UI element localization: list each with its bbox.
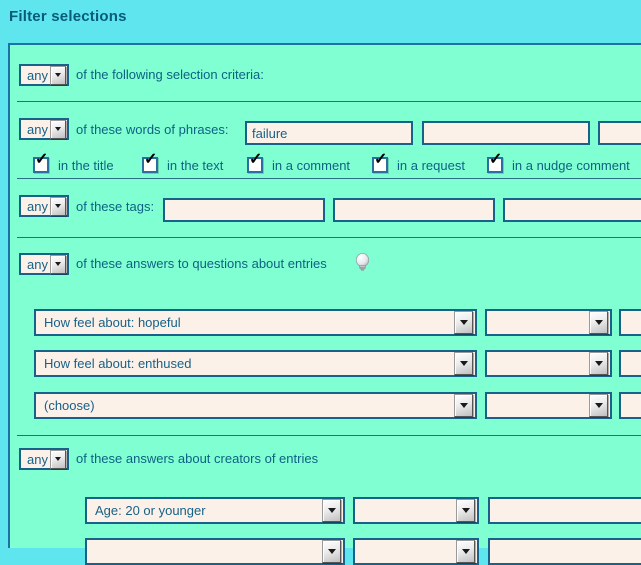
- creator-question-select[interactable]: Age: 20 or younger: [85, 497, 345, 524]
- checkbox-box: ✓: [372, 152, 388, 173]
- select-value: any: [27, 121, 48, 137]
- divider: [17, 101, 641, 102]
- select-value: any: [27, 67, 48, 83]
- criteria-row: any of the following selection criteria:: [10, 64, 641, 86]
- question-extra-select[interactable]: [619, 309, 641, 336]
- creator-question-select[interactable]: [85, 538, 345, 565]
- dropdown-arrow-icon: [454, 311, 473, 334]
- creator-value-input[interactable]: [488, 497, 641, 524]
- question-select[interactable]: How feel about: hopeful: [34, 309, 477, 336]
- words-label: of these words of phrases:: [76, 122, 229, 137]
- criteria-label: of the following selection criteria:: [76, 67, 264, 82]
- checkbox-label: in a request: [397, 157, 465, 173]
- question-extra-select[interactable]: [619, 350, 641, 377]
- checkmark-icon: ✓: [489, 151, 503, 168]
- dropdown-arrow-icon: [589, 352, 608, 375]
- question-extra-select[interactable]: [619, 392, 641, 419]
- checkbox-in-the-text[interactable]: ✓ in the text: [142, 152, 224, 173]
- word-input-3[interactable]: [598, 121, 641, 145]
- question-select[interactable]: How feel about: enthused: [34, 350, 477, 377]
- creator-answer-select[interactable]: [353, 497, 479, 524]
- checkmark-icon: ✓: [35, 151, 49, 168]
- checkbox-label: in a nudge comment: [512, 157, 630, 173]
- creator-answer-select[interactable]: [353, 538, 479, 565]
- divider: [17, 435, 641, 436]
- dropdown-arrow-icon: [322, 499, 341, 522]
- word-input-1[interactable]: [245, 121, 413, 145]
- tags-row: any of these tags:: [10, 194, 641, 222]
- creator-row: [10, 538, 641, 565]
- words-quantifier-select[interactable]: any: [19, 118, 69, 140]
- checkbox-box: ✓: [247, 152, 263, 173]
- entry-answers-label: of these answers to questions about entr…: [76, 256, 327, 271]
- checkbox-in-a-comment[interactable]: ✓ in a comment: [247, 152, 351, 173]
- question-answer-select[interactable]: [485, 309, 612, 336]
- dropdown-arrow-icon: [456, 499, 475, 522]
- dropdown-arrow-icon: [454, 394, 473, 417]
- criteria-quantifier-select[interactable]: any: [19, 64, 69, 86]
- creator-answers-quantifier-select[interactable]: any: [19, 448, 69, 470]
- checkbox-label: in a comment: [272, 157, 351, 173]
- word-input-2[interactable]: [422, 121, 590, 145]
- dropdown-arrow-icon: [589, 311, 608, 334]
- divider: [17, 237, 641, 238]
- dropdown-arrow-icon: [454, 352, 473, 375]
- creator-row: Age: 20 or younger: [10, 497, 641, 524]
- select-value: any: [27, 256, 48, 272]
- tags-label: of these tags:: [76, 199, 155, 214]
- tag-input-1[interactable]: [163, 198, 325, 222]
- dropdown-arrow-icon: [50, 65, 66, 85]
- filter-panel: any of the following selection criteria:…: [8, 43, 641, 565]
- question-row: (choose): [10, 392, 641, 419]
- dropdown-arrow-icon: [50, 196, 66, 216]
- checkbox-in-a-nudge-comment[interactable]: ✓ in a nudge comment: [487, 152, 630, 173]
- creator-answers-label: of these answers about creators of entri…: [76, 451, 319, 466]
- select-value: any: [27, 451, 48, 467]
- checkbox-in-a-request[interactable]: ✓ in a request: [372, 152, 465, 173]
- checkbox-box: ✓: [33, 152, 49, 173]
- page-title: Filter selections: [9, 8, 127, 25]
- dropdown-arrow-icon: [456, 540, 475, 563]
- creator-value-input[interactable]: [488, 538, 641, 565]
- select-value: Age: 20 or younger: [95, 503, 206, 518]
- tag-input-3[interactable]: [503, 198, 641, 222]
- scope-checkbox-row: ✓ in the title ✓ in the text ✓ in a comm…: [10, 152, 641, 173]
- select-value: How feel about: hopeful: [44, 315, 181, 330]
- entry-answers-quantifier-select[interactable]: any: [19, 253, 69, 275]
- select-value: How feel about: enthused: [44, 356, 192, 371]
- dropdown-arrow-icon: [50, 119, 66, 139]
- checkmark-icon: ✓: [249, 151, 263, 168]
- dropdown-arrow-icon: [50, 449, 66, 469]
- dropdown-arrow-icon: [322, 540, 341, 563]
- entry-answers-header-row: any of these answers to questions about …: [10, 253, 641, 275]
- select-value: (choose): [44, 398, 95, 413]
- checkbox-label: in the text: [167, 157, 224, 173]
- dropdown-arrow-icon: [589, 394, 608, 417]
- question-answer-select[interactable]: [485, 350, 612, 377]
- checkbox-in-the-title[interactable]: ✓ in the title: [33, 152, 114, 173]
- question-answer-select[interactable]: [485, 392, 612, 419]
- divider: [17, 178, 641, 179]
- checkbox-box: ✓: [487, 152, 503, 173]
- tag-input-2[interactable]: [333, 198, 495, 222]
- question-row: How feel about: hopeful: [10, 309, 641, 336]
- checkbox-box: ✓: [142, 152, 158, 173]
- checkmark-icon: ✓: [374, 151, 388, 168]
- question-row: How feel about: enthused: [10, 350, 641, 377]
- dropdown-arrow-icon: [50, 254, 66, 274]
- tags-quantifier-select[interactable]: any: [19, 195, 69, 217]
- select-value: any: [27, 198, 48, 214]
- checkbox-label: in the title: [58, 157, 114, 173]
- checkmark-icon: ✓: [144, 151, 158, 168]
- creator-answers-header-row: any of these answers about creators of e…: [10, 448, 641, 470]
- lightbulb-icon[interactable]: [354, 253, 371, 277]
- question-select[interactable]: (choose): [34, 392, 477, 419]
- words-row: any of these words of phrases:: [10, 117, 641, 145]
